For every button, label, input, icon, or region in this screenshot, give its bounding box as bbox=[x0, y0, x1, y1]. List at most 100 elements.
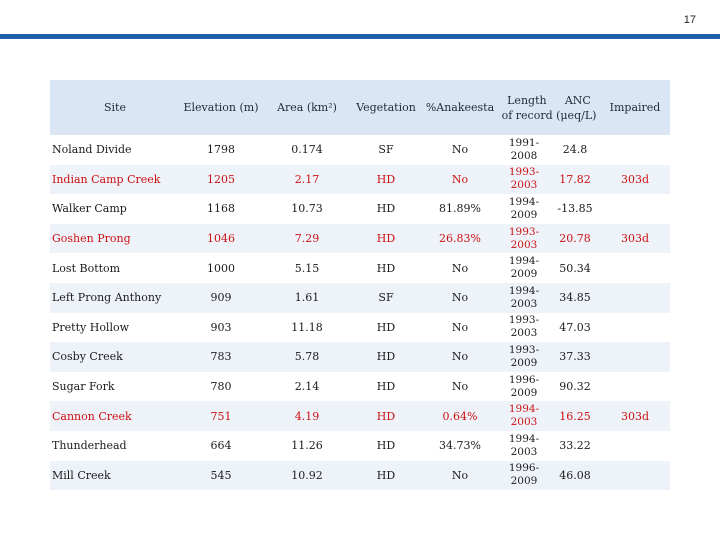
cell-length-end: 2009 bbox=[510, 356, 538, 369]
table-row: Indian Camp Creek 1205 2.17 HD No 1993- 2003 17… bbox=[50, 164, 670, 195]
cell-elevation: 751 bbox=[210, 409, 232, 423]
cell-length-end: 2009 bbox=[510, 208, 538, 221]
header-site: Site bbox=[104, 101, 126, 114]
header-anakeesta: %Anakeesta bbox=[425, 101, 495, 114]
cell-anakeesta: No bbox=[451, 350, 469, 364]
cell-length-of-record: 1994- 2003 bbox=[498, 403, 550, 429]
header-area: Area (km²) bbox=[277, 101, 337, 114]
cell-site: Lost Bottom bbox=[52, 261, 121, 275]
cell-impaired: 303d bbox=[620, 409, 650, 423]
cell-length-start: 1993- bbox=[508, 343, 540, 356]
cell-length-end: 2003 bbox=[510, 445, 538, 458]
cell-anc: 17.82 bbox=[559, 172, 591, 186]
cell-length-of-record: 1991- 2008 bbox=[498, 137, 550, 163]
cell-site: Sugar Fork bbox=[52, 380, 115, 394]
cell-area: 7.29 bbox=[294, 232, 320, 246]
cell-anc: 37.33 bbox=[559, 350, 591, 364]
cell-anakeesta: No bbox=[451, 172, 469, 186]
cell-site: Pretty Hollow bbox=[52, 320, 130, 334]
cell-site: Goshen Prong bbox=[52, 232, 131, 246]
cell-area: 11.18 bbox=[291, 320, 323, 334]
cell-area: 2.14 bbox=[294, 380, 320, 394]
cell-anakeesta: No bbox=[451, 261, 469, 275]
cell-elevation: 783 bbox=[210, 350, 232, 364]
header-elevation: Elevation (m) bbox=[183, 101, 259, 114]
cell-vegetation: HD bbox=[376, 468, 396, 482]
stream-sites-table: Site Elevation (m) Area (km²) Vegetation… bbox=[50, 80, 670, 491]
cell-area: 5.78 bbox=[294, 350, 320, 364]
cell-anc: 47.03 bbox=[559, 320, 591, 334]
cell-length-of-record: 1996- 2009 bbox=[498, 462, 550, 488]
cell-length-of-record: 1993- 2009 bbox=[498, 344, 550, 370]
cell-elevation: 903 bbox=[210, 320, 232, 334]
cell-vegetation: HD bbox=[376, 202, 396, 216]
cell-anakeesta: 81.89% bbox=[439, 202, 481, 216]
table-row: Lost Bottom 1000 5.15 HD No 1994- 2009 50.34 bbox=[50, 253, 670, 283]
cell-anakeesta: 26.83% bbox=[439, 232, 481, 246]
cell-vegetation: HD bbox=[376, 409, 396, 423]
header-impaired: Impaired bbox=[609, 101, 661, 114]
table-row: Pretty Hollow 903 11.18 HD No 1993- 2003 47.03 bbox=[50, 313, 670, 343]
cell-area: 0.174 bbox=[291, 143, 323, 157]
cell-area: 4.19 bbox=[294, 409, 320, 423]
cell-length-start: 1993- bbox=[508, 166, 540, 179]
cell-anc: 16.25 bbox=[559, 409, 591, 423]
cell-elevation: 664 bbox=[210, 439, 232, 453]
cell-length-end: 2009 bbox=[510, 386, 538, 399]
cell-length-start: 1994- bbox=[508, 432, 540, 445]
cell-length-end: 2003 bbox=[510, 297, 538, 310]
cell-site: Cannon Creek bbox=[52, 409, 132, 423]
cell-length-of-record: 1993- 2003 bbox=[498, 226, 550, 252]
cell-length-start: 1994- bbox=[508, 284, 540, 297]
cell-site: Indian Camp Creek bbox=[52, 172, 161, 186]
cell-area: 10.73 bbox=[291, 202, 323, 216]
cell-vegetation: HD bbox=[376, 439, 396, 453]
cell-length-end: 2003 bbox=[510, 238, 538, 251]
cell-length-end: 2003 bbox=[510, 327, 538, 340]
cell-length-of-record: 1996- 2009 bbox=[498, 374, 550, 400]
cell-anc: 20.78 bbox=[559, 232, 591, 246]
cell-length-start: 1994- bbox=[508, 403, 540, 416]
cell-area: 2.17 bbox=[294, 172, 320, 186]
cell-anc: 90.32 bbox=[559, 380, 591, 394]
cell-length-start: 1993- bbox=[508, 225, 540, 238]
cell-length-start: 1996- bbox=[508, 373, 540, 386]
table-header-row: Site Elevation (m) Area (km²) Vegetation… bbox=[50, 80, 670, 135]
page-number: 17 bbox=[683, 14, 696, 26]
cell-site: Noland Divide bbox=[52, 143, 132, 157]
cell-vegetation: HD bbox=[376, 350, 396, 364]
header-of-record: of record (μeq/L) bbox=[501, 108, 597, 122]
cell-site: Walker Camp bbox=[52, 202, 127, 216]
top-accent-rule bbox=[0, 34, 720, 39]
table-row: Walker Camp 1168 10.73 HD 81.89% 1994- 2009 -13… bbox=[50, 194, 670, 224]
cell-length-start: 1996- bbox=[508, 462, 540, 475]
cell-area: 1.61 bbox=[294, 291, 320, 305]
cell-area: 10.92 bbox=[291, 468, 323, 482]
cell-vegetation: HD bbox=[376, 261, 396, 275]
header-length: Length bbox=[507, 93, 547, 107]
header-vegetation: Vegetation bbox=[356, 101, 416, 114]
cell-length-end: 2009 bbox=[510, 268, 538, 281]
cell-anc: 34.85 bbox=[559, 291, 591, 305]
cell-vegetation: SF bbox=[378, 143, 394, 157]
cell-anakeesta: No bbox=[451, 468, 469, 482]
cell-anakeesta: 34.73% bbox=[439, 439, 481, 453]
cell-anakeesta: No bbox=[451, 143, 469, 157]
table-row: Thunderhead 664 11.26 HD 34.73% 1994- 2003 33.2… bbox=[50, 431, 670, 461]
cell-length-end: 2003 bbox=[510, 416, 538, 429]
cell-length-start: 1994- bbox=[508, 195, 540, 208]
table-row: Noland Divide 1798 0.174 SF No 1991- 2008 24.8 bbox=[50, 135, 670, 165]
cell-elevation: 1046 bbox=[207, 232, 235, 246]
cell-vegetation: HD bbox=[376, 172, 396, 186]
cell-length-start: 1994- bbox=[508, 255, 540, 268]
cell-length-end: 2008 bbox=[510, 149, 538, 162]
cell-elevation: 1168 bbox=[207, 202, 235, 216]
cell-site: Cosby Creek bbox=[52, 350, 123, 364]
cell-anc: -13.85 bbox=[557, 202, 593, 216]
table-row: Cannon Creek 751 4.19 HD 0.64% 1994- 2003 16.25… bbox=[50, 401, 670, 431]
cell-length-end: 2003 bbox=[510, 179, 538, 192]
cell-site: Left Prong Anthony bbox=[52, 291, 162, 305]
cell-length-of-record: 1994- 2003 bbox=[498, 285, 550, 311]
table-row: Mill Creek 545 10.92 HD No 1996- 2009 46.08 bbox=[50, 460, 670, 491]
cell-anakeesta: No bbox=[451, 291, 469, 305]
